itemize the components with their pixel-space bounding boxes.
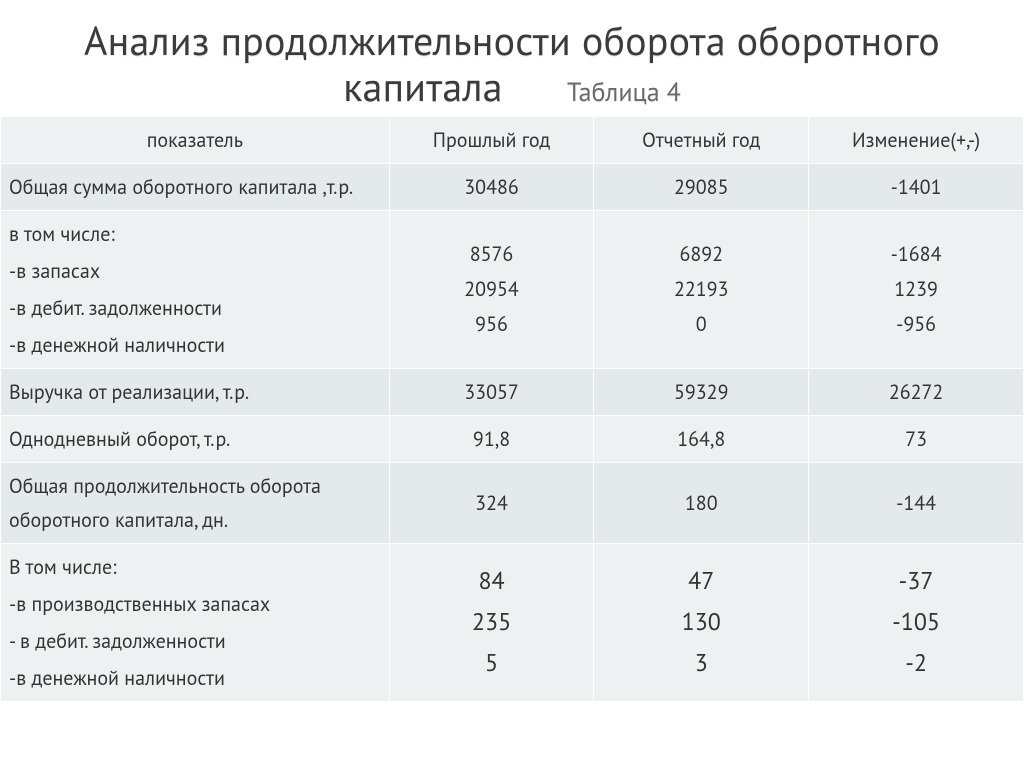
value: 47 bbox=[688, 564, 714, 599]
cell-label: Выручка от реализации, т.р. bbox=[1, 369, 390, 416]
value: 130 bbox=[682, 605, 721, 640]
cell-curr: 59329 bbox=[594, 369, 809, 416]
value: 5 bbox=[485, 646, 498, 681]
cell-label: В том числе: -в производственных запасах… bbox=[1, 544, 390, 702]
table-caption: Таблица 4 bbox=[567, 76, 681, 109]
value: -2 bbox=[905, 646, 927, 681]
cell-curr: 180 bbox=[594, 463, 809, 544]
label-line: -в дебит. задолженности bbox=[9, 291, 222, 325]
table-row: Общая продолжительность оборота оборотно… bbox=[1, 463, 1024, 544]
table-row: Выручка от реализации, т.р. 33057 59329 … bbox=[1, 369, 1024, 416]
table-row: в том числе: -в запасах -в дебит. задолж… bbox=[1, 211, 1024, 369]
value: 3 bbox=[695, 646, 708, 681]
cell-delta: -144 bbox=[809, 463, 1024, 544]
cell-curr: 47 130 3 bbox=[594, 544, 809, 702]
slide: Анализ продолжительности оборота оборотн… bbox=[0, 0, 1024, 767]
table-row: В том числе: -в производственных запасах… bbox=[1, 544, 1024, 702]
label-line: -в запасах bbox=[9, 254, 100, 288]
label-line: -в денежной наличности bbox=[9, 661, 225, 695]
cell-prev: 30486 bbox=[389, 164, 594, 211]
label-line: В том числе: bbox=[9, 550, 116, 584]
value: 84 bbox=[478, 564, 504, 599]
cell-label: Общая продолжительность оборота оборотно… bbox=[1, 463, 390, 544]
cell-delta: 73 bbox=[809, 416, 1024, 463]
cell-prev: 91,8 bbox=[389, 416, 594, 463]
cell-label: Общая сумма оборотного капитала ,т.р. bbox=[1, 164, 390, 211]
data-table: показатель Прошлый год Отчетный год Изме… bbox=[0, 116, 1024, 702]
value: 20954 bbox=[464, 275, 519, 304]
cell-prev: 33057 bbox=[389, 369, 594, 416]
table-row: Однодневный оборот, т.р. 91,8 164,8 73 bbox=[1, 416, 1024, 463]
table-row: Общая сумма оборотного капитала ,т.р. 30… bbox=[1, 164, 1024, 211]
cell-delta: -1401 bbox=[809, 164, 1024, 211]
value: 22193 bbox=[674, 275, 729, 304]
label-line: - в дебит. задолженности bbox=[9, 624, 226, 658]
slide-title: Анализ продолжительности оборота оборотн… bbox=[84, 15, 940, 113]
value: 6892 bbox=[679, 240, 723, 269]
cell-prev: 324 bbox=[389, 463, 594, 544]
cell-label: в том числе: -в запасах -в дебит. задолж… bbox=[1, 211, 390, 369]
cell-curr: 29085 bbox=[594, 164, 809, 211]
label-line: -в денежной наличности bbox=[9, 328, 225, 362]
cell-prev: 8576 20954 956 bbox=[389, 211, 594, 369]
table-header-row: показатель Прошлый год Отчетный год Изме… bbox=[1, 117, 1024, 164]
cell-delta: -1684 1239 -956 bbox=[809, 211, 1024, 369]
cell-delta: -37 -105 -2 bbox=[809, 544, 1024, 702]
value: 1239 bbox=[894, 275, 938, 304]
col-prev-year: Прошлый год bbox=[389, 117, 594, 164]
label-line: -в производственных запасах bbox=[9, 587, 270, 621]
cell-delta: 26272 bbox=[809, 369, 1024, 416]
cell-label: Однодневный оборот, т.р. bbox=[1, 416, 390, 463]
value: -105 bbox=[892, 605, 940, 640]
cell-prev: 84 235 5 bbox=[389, 544, 594, 702]
value: 0 bbox=[696, 310, 707, 339]
value: 235 bbox=[472, 605, 511, 640]
label-line: в том числе: bbox=[9, 217, 115, 251]
cell-curr: 6892 22193 0 bbox=[594, 211, 809, 369]
value: -37 bbox=[899, 564, 934, 599]
value: 8576 bbox=[470, 240, 514, 269]
value: -1684 bbox=[891, 240, 942, 269]
title-block: Анализ продолжительности оборота оборотн… bbox=[0, 18, 1024, 116]
col-curr-year: Отчетный год bbox=[594, 117, 809, 164]
col-delta: Изменение(+,-) bbox=[809, 117, 1024, 164]
cell-curr: 164,8 bbox=[594, 416, 809, 463]
value: -956 bbox=[896, 310, 936, 339]
value: 956 bbox=[475, 310, 508, 339]
col-indicator: показатель bbox=[1, 117, 390, 164]
